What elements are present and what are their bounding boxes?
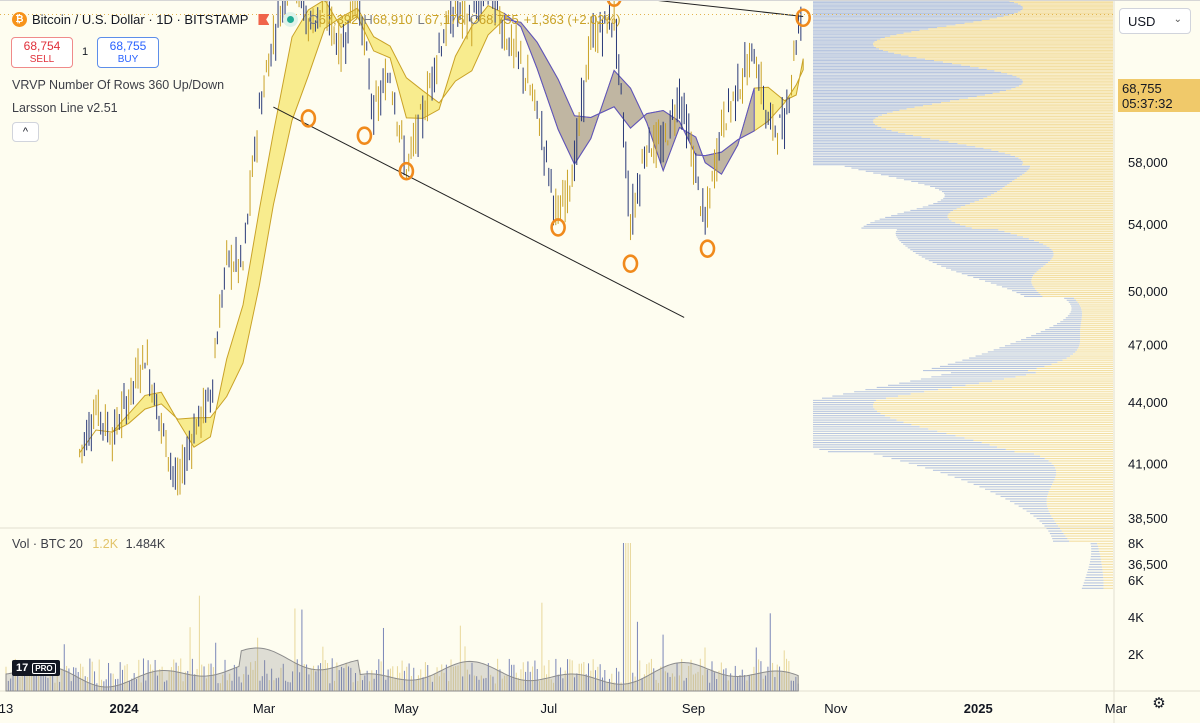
time-axis-tick: May bbox=[394, 701, 419, 716]
indicator-larsson[interactable]: Larsson Line v2.51 bbox=[12, 101, 118, 115]
price-axis-tick: 47,000 bbox=[1128, 338, 1168, 353]
volume-ma-area bbox=[5, 647, 799, 692]
bitcoin-logo-icon: ₿ bbox=[12, 12, 27, 27]
volume-axis-tick: 6K bbox=[1128, 573, 1144, 588]
volume-bars bbox=[5, 543, 799, 691]
price-axis-tick: 36,500 bbox=[1128, 557, 1168, 572]
swing-marker bbox=[699, 239, 716, 258]
close-value: 68,755 bbox=[478, 12, 519, 27]
symbol-legend: ₿ Bitcoin / U.S. Dollar · 1D · BITSTAMP … bbox=[12, 12, 621, 27]
currency-select[interactable]: USD ⌄ bbox=[1119, 8, 1191, 34]
time-axis-tick: 2025 bbox=[964, 701, 993, 716]
chevron-up-icon: ^ bbox=[22, 126, 29, 138]
collapse-legend-button[interactable]: ^ bbox=[12, 122, 39, 142]
buy-label: BUY bbox=[117, 54, 139, 65]
tradingview-logo-icon[interactable]: 17 PRO bbox=[12, 660, 60, 676]
time-axis-tick: Mar bbox=[253, 701, 276, 716]
volume-label[interactable]: Vol · BTC 20 bbox=[12, 537, 83, 551]
indicator-vrvp[interactable]: VRVP Number Of Rows 360 Up/Down bbox=[12, 78, 225, 92]
open-label: O bbox=[308, 12, 319, 27]
change-value: +1,363 (+2.02%) bbox=[523, 12, 621, 27]
time-axis-tick: Mar bbox=[1105, 701, 1128, 716]
price-axis-tick: 38,500 bbox=[1128, 511, 1168, 526]
market-status-icon[interactable] bbox=[283, 12, 299, 27]
volume-axis-tick: 4K bbox=[1128, 610, 1144, 625]
price-axis-tick: 54,000 bbox=[1128, 217, 1168, 232]
bar-countdown: 05:37:32 bbox=[1122, 96, 1173, 111]
upper-trendline bbox=[658, 1, 804, 17]
last-price-tag: 68,755 05:37:32 bbox=[1118, 79, 1200, 112]
pro-badge: PRO bbox=[32, 662, 56, 674]
swing-marker bbox=[550, 218, 566, 237]
price-axis-tick: 58,000 bbox=[1128, 155, 1168, 170]
lower-trendline bbox=[273, 106, 685, 318]
open-value: 67,392 bbox=[318, 12, 359, 27]
volume-ma-value: 1.2K bbox=[92, 537, 119, 551]
larsson-band-bearish bbox=[503, 12, 755, 175]
buy-price: 68,755 bbox=[109, 39, 147, 53]
time-axis-tick: Sep bbox=[682, 701, 705, 716]
high-value: 68,910 bbox=[372, 12, 413, 27]
sell-button[interactable]: 68,754 SELL bbox=[11, 37, 73, 68]
volume-value: 1.484K bbox=[125, 537, 166, 551]
low-value: 67,176 bbox=[424, 12, 465, 27]
swing-marker bbox=[622, 254, 639, 273]
volume-axis-tick: 2K bbox=[1128, 647, 1144, 662]
close-label: C bbox=[469, 12, 479, 27]
gear-icon[interactable]: ⚙ bbox=[1152, 695, 1166, 712]
currency-label: USD bbox=[1128, 14, 1156, 29]
spread-value: 1 bbox=[82, 46, 89, 58]
chevron-down-icon: ⌄ bbox=[1173, 14, 1182, 25]
time-axis-tick: 2024 bbox=[110, 701, 140, 716]
low-label: L bbox=[417, 12, 425, 27]
price-axis-tick: 41,000 bbox=[1128, 456, 1168, 471]
price-axis-tick: 44,000 bbox=[1128, 395, 1168, 410]
sell-price: 68,754 bbox=[23, 39, 61, 53]
swing-marker bbox=[606, 1, 622, 8]
flag-icon[interactable] bbox=[258, 14, 270, 25]
sell-label: SELL bbox=[29, 54, 55, 65]
price-candles bbox=[79, 1, 802, 496]
symbol-title[interactable]: Bitcoin / U.S. Dollar · 1D · BITSTAMP bbox=[32, 12, 249, 27]
price-axis-tick: 50,000 bbox=[1128, 284, 1168, 299]
last-price: 68,755 bbox=[1122, 81, 1162, 96]
volume-legend: Vol · BTC 20 1.2K 1.484K bbox=[12, 537, 165, 551]
tv-logo-text: 17 bbox=[16, 662, 29, 674]
volume-axis-tick: 8K bbox=[1128, 536, 1144, 551]
time-axis-tick: Nov bbox=[824, 701, 848, 716]
buy-button[interactable]: 68,755 BUY bbox=[97, 37, 159, 68]
swing-marker bbox=[356, 126, 373, 145]
swing-marker bbox=[300, 109, 317, 128]
swing-marker bbox=[795, 8, 811, 28]
high-label: H bbox=[363, 12, 373, 27]
time-axis-tick: 13 bbox=[0, 701, 13, 716]
time-axis-tick: Jul bbox=[540, 701, 557, 716]
volume-profile bbox=[813, 1, 1113, 589]
swing-marker bbox=[398, 161, 415, 181]
